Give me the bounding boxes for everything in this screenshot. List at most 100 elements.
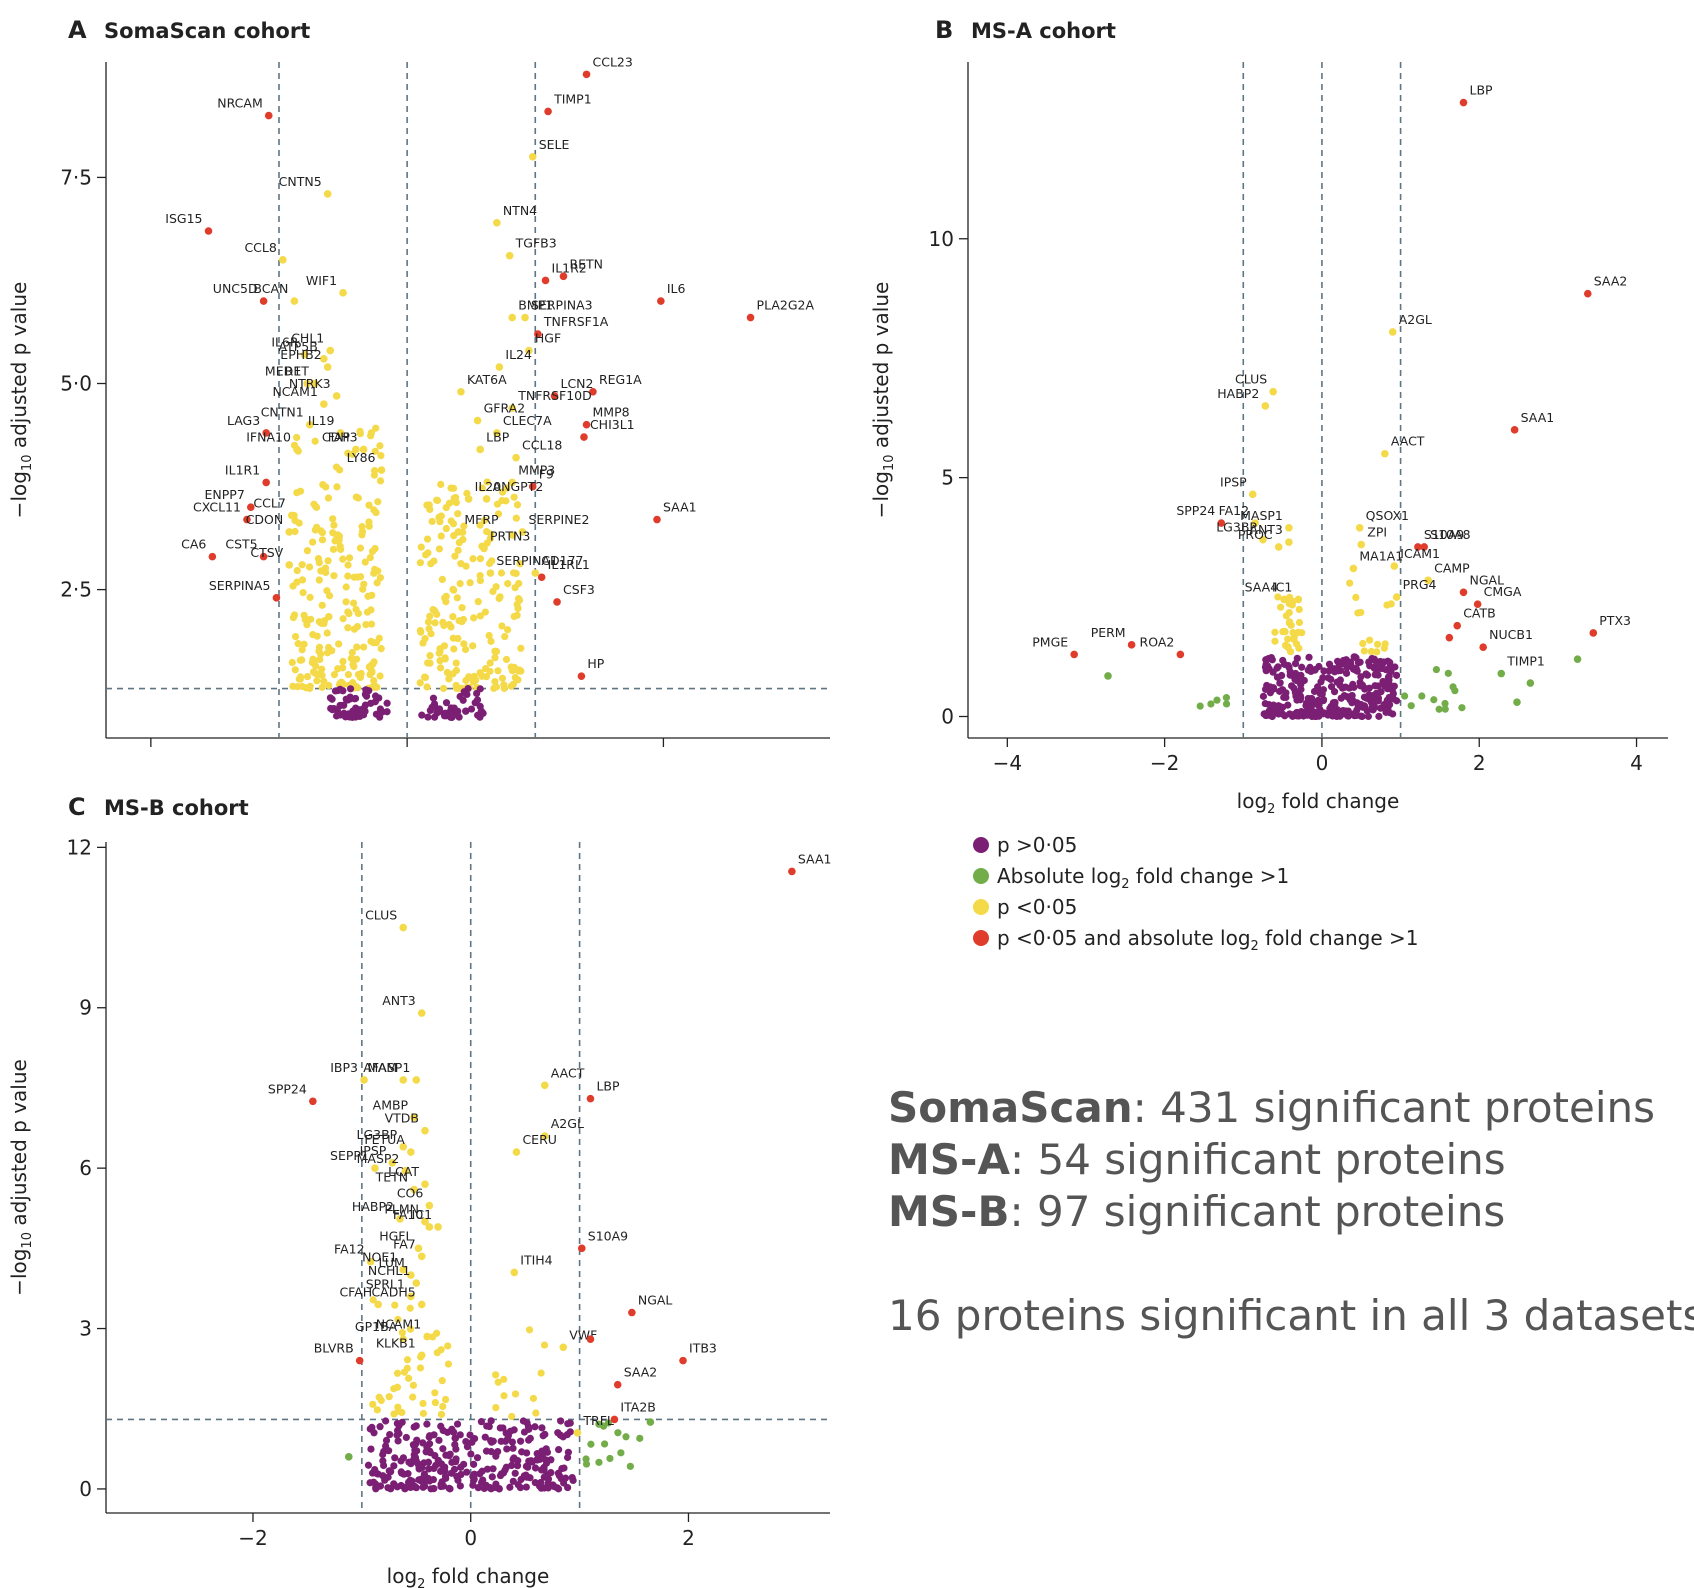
data-point [1070, 650, 1078, 659]
point-label: CXCL11 [193, 500, 241, 515]
data-point [421, 1126, 429, 1135]
data-point [411, 1482, 419, 1491]
data-point [485, 631, 493, 640]
data-point [317, 650, 325, 658]
data-point [1352, 593, 1360, 602]
data-point [494, 1378, 502, 1386]
data-point [1420, 543, 1428, 551]
data-point [1305, 653, 1313, 661]
data-point [1331, 698, 1339, 707]
data-point [357, 669, 365, 678]
data-point [1380, 644, 1388, 652]
data-point [480, 1484, 488, 1493]
data-point [426, 659, 434, 667]
data-point [614, 1429, 622, 1437]
data-point [498, 488, 507, 496]
point-label: CCL7 [253, 495, 285, 510]
data-point [404, 1374, 413, 1382]
data-point [1383, 706, 1392, 715]
data-point [419, 1399, 427, 1408]
point-label: S10A8 [1430, 527, 1470, 542]
data-point [423, 535, 432, 543]
data-point [463, 1443, 472, 1451]
point-label: IL1RL1 [548, 557, 590, 572]
point-label: IL6R [271, 335, 299, 350]
data-point [342, 598, 350, 606]
point-label: PRTN3 [490, 528, 530, 543]
data-point [309, 1097, 317, 1106]
summary-footer: 16 proteins significant in all 3 dataset… [888, 1291, 1694, 1340]
data-point [449, 484, 458, 492]
data-point [468, 1438, 476, 1446]
data-point [437, 1410, 446, 1418]
data-point [477, 1418, 485, 1426]
point-label: PLMN [384, 1202, 419, 1217]
point-label: MASP1 [1240, 508, 1283, 523]
data-point [305, 563, 314, 571]
data-point [391, 1301, 399, 1309]
summary-panel: SomaScan: 431 significant proteins MS-A:… [888, 1082, 1694, 1342]
data-point [1327, 675, 1335, 683]
data-point [515, 666, 523, 674]
data-point [486, 659, 494, 667]
point-label: NRCAM [217, 96, 262, 111]
point-label: AACT [551, 1065, 585, 1080]
data-point [401, 1167, 410, 1175]
data-point [423, 1332, 431, 1341]
data-point [1127, 641, 1136, 649]
data-point [431, 1398, 439, 1407]
panel-a: A SomaScan cohort 2·5 5·0 7·5 CCL23 TIMP1 NRCAM… [7, 16, 830, 747]
data-point [1217, 519, 1226, 527]
data-point [1269, 387, 1277, 396]
legend-swatch [973, 868, 989, 884]
data-point [382, 1417, 390, 1425]
y-tick-label: 9 [79, 996, 92, 1020]
point-label: KAT6A [467, 372, 507, 387]
data-point [521, 313, 529, 322]
data-point [474, 1484, 482, 1492]
data-point [298, 561, 306, 569]
point-label: S10A9 [588, 1228, 628, 1243]
panel-letter: B [935, 16, 953, 44]
data-point [434, 1456, 442, 1464]
data-point [1298, 663, 1306, 671]
point-label: KLKB1 [376, 1335, 416, 1350]
data-point [443, 668, 451, 677]
data-point [1285, 523, 1293, 532]
data-point [457, 387, 465, 396]
data-point [294, 640, 302, 648]
point-label: TIMP1 [553, 91, 592, 106]
data-point [320, 677, 328, 685]
data-point [311, 437, 319, 445]
data-point [462, 707, 470, 715]
data-point [1430, 696, 1438, 704]
data-point [348, 648, 356, 657]
data-point [393, 1483, 401, 1491]
y-axis-label: −log10 adjusted p value [7, 1059, 35, 1296]
data-point [487, 1417, 495, 1425]
data-point [366, 1257, 375, 1266]
legend-label: p <0·05 [997, 895, 1077, 919]
data-point [537, 1369, 545, 1377]
data-point [657, 297, 665, 305]
point-label: MED1 [265, 364, 301, 379]
data-point [371, 683, 379, 691]
data-point [547, 1456, 555, 1464]
data-point [442, 1395, 450, 1404]
x-axis-label: log2 fold change [1237, 789, 1400, 817]
y-tick-label: 0 [941, 705, 954, 729]
point-label: CCL18 [522, 438, 562, 453]
data-point [360, 643, 368, 651]
point-label: SPP24 [1176, 503, 1215, 518]
data-point [450, 494, 458, 502]
data-point [358, 531, 366, 539]
data-point [489, 1437, 497, 1445]
data-point [339, 615, 347, 623]
data-point [339, 664, 347, 672]
data-point [344, 670, 353, 679]
data-point [397, 1457, 405, 1465]
data-point [1371, 682, 1379, 690]
data-point [459, 615, 468, 624]
data-point [1360, 647, 1368, 655]
